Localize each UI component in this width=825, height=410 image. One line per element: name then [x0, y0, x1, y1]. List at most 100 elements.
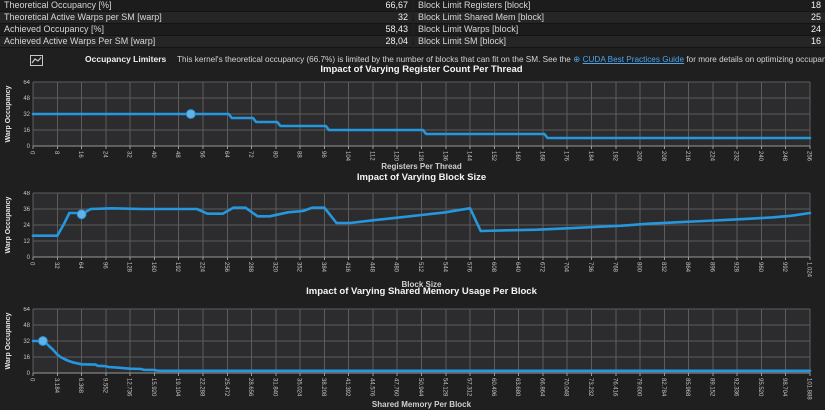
current-value-marker[interactable]: [185, 109, 196, 119]
x-tick-label: 35.024: [296, 378, 302, 397]
x-tick-label: 160: [150, 262, 156, 273]
occupancy-chart-registers[interactable]: 0 8 16 24 32 40 48 56 64 72 80 88 96 104 112 120 128 136 1…: [0, 80, 825, 169]
x-tick-label: 64: [77, 262, 83, 269]
x-tick-label: 800: [636, 262, 642, 273]
metric-row[interactable]: Theoretical Active Warps per SM [warp] 32: [0, 12, 412, 24]
limiter-text-before: This kernel's theoretical occupancy (66.…: [177, 55, 574, 64]
chart-sharedmem-block: Impact of Varying Shared Memory Usage Pe…: [0, 286, 825, 410]
x-tick-label: 960: [757, 262, 763, 273]
metric-row[interactable]: Achieved Active Warps Per SM [warp] 28,04: [0, 36, 412, 48]
metric-label: Block Limit Registers [block]: [418, 0, 531, 10]
x-tick-label: 152: [490, 151, 496, 162]
metric-value: 28,04: [385, 36, 408, 46]
x-tick-label: 31.840: [271, 378, 277, 397]
x-tick-label: 200: [636, 151, 642, 162]
occupancy-metrics-table: Theoretical Occupancy [%] 66,67 Theoretica…: [0, 0, 412, 48]
limiter-description: This kernel's theoretical occupancy (66.…: [177, 54, 825, 65]
line-chart-icon: [30, 53, 43, 71]
metric-value: 24: [810, 24, 821, 34]
x-tick-label: 256: [223, 262, 229, 273]
occupancy-line: [31, 339, 812, 373]
x-tick-label: 28.656: [247, 378, 253, 397]
metric-row[interactable]: Block Limit Registers [block] 18: [414, 0, 825, 12]
x-tick-label: 168: [538, 151, 544, 162]
x-tick-label: 57.312: [466, 378, 472, 397]
x-tick-label: 3.184: [53, 378, 59, 394]
y-tick-label: 48: [23, 191, 30, 197]
y-axis-label: Warp Occupancy: [5, 85, 12, 142]
x-tick-label: 96: [101, 262, 107, 269]
x-tick-label: 8: [53, 151, 59, 155]
x-tick-label: 896: [708, 262, 714, 273]
x-tick-label: 480: [393, 262, 399, 273]
x-tick-label: 288: [247, 262, 253, 273]
x-tick-label: 608: [490, 262, 496, 273]
x-tick-label: 0: [29, 151, 35, 155]
y-axis-label: Warp Occupancy: [5, 196, 12, 253]
metric-label: Theoretical Occupancy [%]: [4, 0, 112, 10]
y-tick-label: 0: [27, 144, 31, 150]
x-tick-label: 54.128: [441, 378, 447, 397]
x-tick-label: 1.024: [806, 262, 812, 278]
x-tick-label: 128: [126, 262, 132, 273]
y-tick-label: 32: [23, 339, 30, 345]
x-tick-label: 224: [708, 151, 714, 162]
x-tick-label: 19.104: [174, 378, 180, 397]
block-limit-metrics-table: Block Limit Registers [block] 18 Block Lim…: [414, 0, 825, 48]
chart-xlabel: Shared Memory Per Block: [371, 400, 472, 409]
x-tick-label: 640: [514, 262, 520, 273]
chart-blocksize-block: Impact of Varying Block Size 0 32 64 96 128 1…: [0, 172, 825, 290]
y-tick-label: 0: [27, 255, 31, 261]
limiter-text-after: for more details on optimizing occupancy…: [684, 55, 825, 64]
x-tick-label: 66.864: [538, 378, 544, 397]
chart-registers-block: Impact of Varying Register Count Per Thr…: [0, 64, 825, 174]
occupancy-chart-sharedmem[interactable]: 0 3.184 6.368 9.552 12.736 15.920 19.104 22.288…: [0, 307, 825, 407]
x-tick-label: 136: [441, 151, 447, 162]
current-value-marker[interactable]: [38, 336, 48, 346]
y-tick-label: 0: [27, 371, 31, 377]
x-tick-label: 576: [466, 262, 472, 273]
metric-row[interactable]: Block Limit Warps [block] 24: [414, 24, 825, 36]
chart-title: Impact of Varying Shared Memory Usage Pe…: [306, 286, 537, 297]
x-tick-label: 50.944: [417, 378, 423, 397]
x-tick-label: 544: [441, 262, 447, 273]
current-value-marker[interactable]: [76, 209, 87, 220]
occupancy-chart-blocksize[interactable]: 0 32 64 96 128 160 192 224 256 288 320 352 384 416 448…: [0, 191, 825, 286]
metric-row[interactable]: Theoretical Occupancy [%] 66,67: [0, 0, 412, 12]
x-tick-label: 448: [368, 262, 374, 273]
x-tick-label: 88: [296, 151, 302, 158]
x-tick-label: 22.288: [198, 378, 204, 397]
metric-label: Block Limit Shared Mem [block]: [418, 12, 545, 22]
metric-row[interactable]: Achieved Occupancy [%] 58,43: [0, 24, 412, 36]
x-tick-label: 0: [29, 378, 35, 382]
chart-xlabel: Registers Per Thread: [381, 162, 462, 171]
x-tick-label: 48: [174, 151, 180, 158]
y-tick-label: 24: [23, 223, 30, 229]
x-tick-label: 32: [126, 151, 132, 158]
x-tick-label: 9.552: [101, 378, 107, 394]
x-tick-label: 63.680: [514, 378, 520, 397]
cuda-best-practices-link[interactable]: CUDA Best Practices Guide: [582, 55, 685, 64]
x-tick-label: 56: [198, 151, 204, 158]
y-tick-label: 64: [23, 80, 30, 86]
x-tick-label: 192: [611, 151, 617, 162]
x-tick-label: 416: [344, 262, 350, 273]
metric-row[interactable]: Block Limit SM [block] 16: [414, 36, 825, 48]
y-tick-label: 16: [23, 355, 30, 361]
metric-label: Achieved Occupancy [%]: [4, 24, 105, 34]
x-tick-label: 240: [757, 151, 763, 162]
metric-value: 66,67: [385, 0, 408, 10]
x-tick-label: 832: [660, 262, 666, 273]
metric-row[interactable]: Block Limit Shared Mem [block] 25: [414, 12, 825, 24]
x-tick-label: 40: [150, 151, 156, 158]
x-tick-label: 89.152: [708, 378, 714, 397]
x-tick-label: 79.600: [636, 378, 642, 397]
metric-value: 32: [397, 12, 408, 22]
globe-link-icon: ⊕: [573, 54, 583, 64]
x-tick-label: 6.368: [77, 378, 83, 394]
metric-value: 16: [810, 36, 821, 46]
x-tick-label: 320: [271, 262, 277, 273]
x-tick-label: 98.704: [781, 378, 787, 397]
y-axis-label: Warp Occupancy: [5, 312, 12, 369]
